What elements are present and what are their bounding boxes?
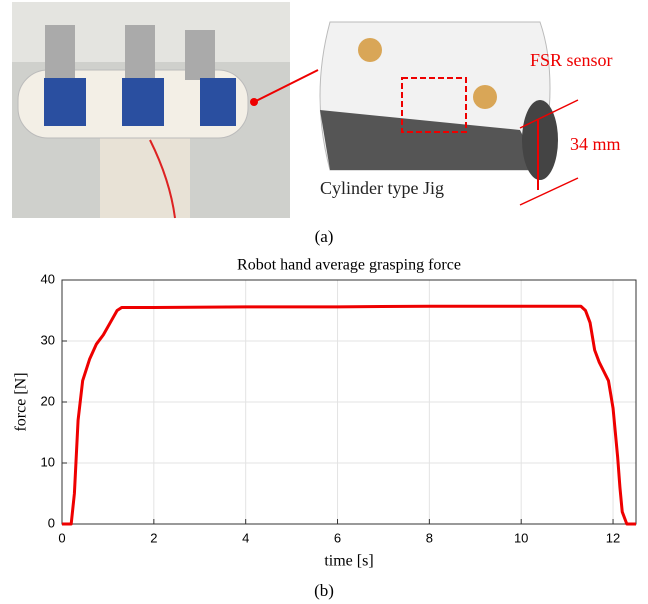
plot: 0 10 20 30 40 0 2 4 6 8 10 12 (41, 271, 637, 545)
axes-box (61, 279, 637, 525)
x-tick-label: 6 (334, 530, 341, 545)
x-axis-label: time [s] (324, 553, 373, 570)
panel-label: (b) (314, 581, 334, 600)
x-tick-label: 2 (150, 530, 157, 545)
y-tick-label: 30 (41, 332, 55, 347)
jig-label: Cylinder type Jig (320, 178, 444, 198)
y-tick-label: 40 (41, 271, 55, 286)
y-axis-label: force [N] (13, 372, 30, 431)
y-tick-label: 10 (41, 454, 55, 469)
x-tick-label: 0 (58, 530, 65, 545)
panel-label: (a) (315, 227, 334, 246)
x-tick-label: 12 (606, 530, 620, 545)
y-tick-label: 20 (41, 393, 55, 408)
chart-title: Robot hand average grasping force (237, 257, 461, 274)
data-line (62, 304, 636, 526)
x-tick-label: 10 (514, 530, 528, 545)
robot-photo (12, 2, 319, 219)
size-label: 34 mm (570, 134, 621, 154)
jig-diagram (319, 21, 579, 206)
x-tick-label: 8 (426, 530, 433, 545)
fsr-label: FSR sensor (530, 50, 613, 70)
y-tick-label: 0 (48, 515, 55, 530)
x-tick-label: 4 (242, 530, 249, 545)
